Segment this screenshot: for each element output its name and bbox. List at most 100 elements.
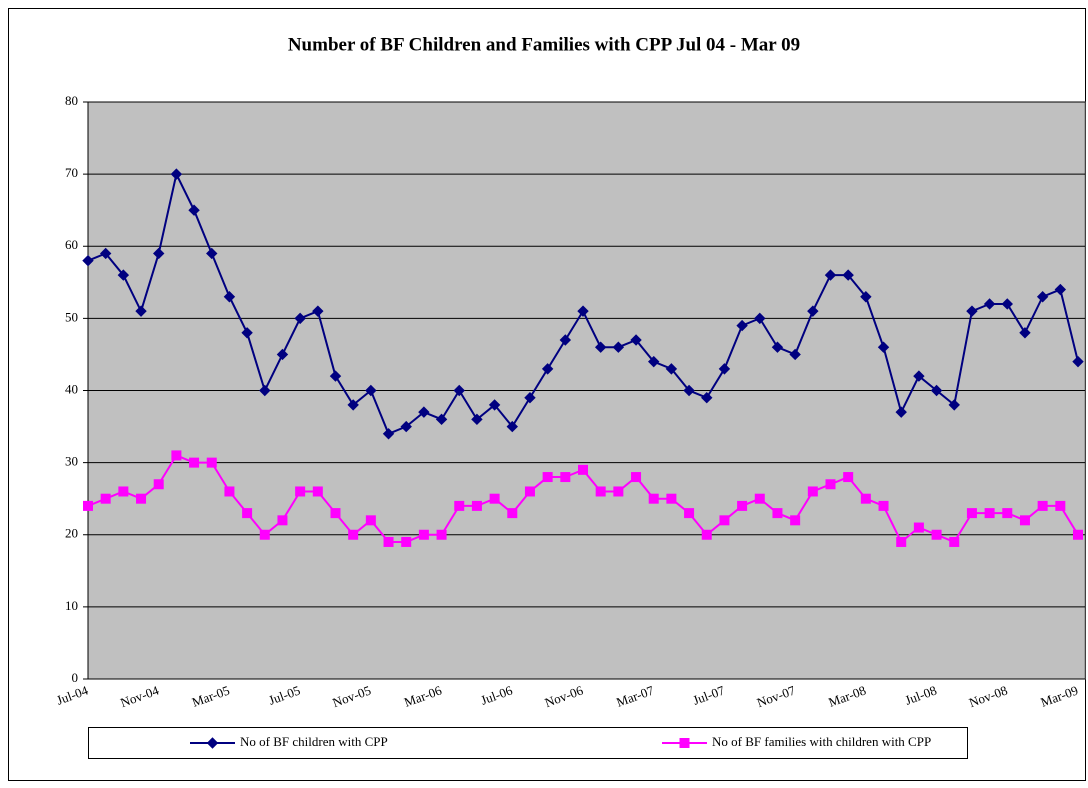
y-tick-label: 10: [65, 598, 78, 613]
data-point: [984, 508, 995, 519]
data-point: [524, 486, 535, 497]
data-point: [913, 370, 925, 382]
data-point: [418, 406, 430, 418]
data-point: [930, 384, 943, 397]
data-point: [807, 305, 819, 317]
data-point: [648, 493, 659, 504]
data-point: [99, 247, 112, 260]
data-point: [489, 493, 500, 504]
data-point: [895, 406, 907, 418]
data-point: [966, 305, 978, 317]
data-point: [824, 269, 837, 281]
data-point: [542, 472, 553, 483]
data-point: [789, 348, 801, 361]
data-point: [648, 355, 660, 368]
data-point: [259, 529, 270, 540]
data-point: [153, 479, 164, 490]
data-point: [436, 529, 447, 540]
data-point: [189, 457, 200, 468]
data-point: [83, 500, 93, 511]
y-tick-label: 80: [65, 93, 78, 108]
data-point: [684, 508, 695, 519]
y-tick-label: 30: [65, 454, 78, 469]
data-point: [454, 500, 465, 511]
data-point: [312, 305, 324, 317]
data-point: [896, 536, 907, 547]
data-point: [206, 457, 217, 468]
data-point: [206, 247, 218, 260]
data-point: [188, 204, 200, 216]
data-point: [737, 500, 748, 511]
data-point: [541, 363, 554, 375]
data-point: [594, 341, 607, 353]
data-point: [1055, 500, 1066, 511]
data-point: [223, 291, 236, 303]
chart-title: Number of BF Children and Families with …: [288, 34, 800, 55]
data-point: [948, 399, 960, 411]
data-point: [348, 529, 359, 540]
data-point: [807, 486, 818, 497]
data-point: [718, 363, 731, 375]
data-point: [383, 536, 394, 547]
data-point: [471, 413, 483, 426]
data-point: [754, 312, 766, 325]
data-point: [506, 420, 518, 433]
data-point: [1001, 298, 1013, 310]
data-point: [666, 493, 677, 504]
data-point: [1019, 327, 1031, 339]
data-point: [224, 486, 235, 497]
data-point: [1073, 529, 1083, 540]
data-point: [860, 493, 871, 504]
data-point: [471, 500, 482, 511]
data-point: [1002, 508, 1013, 519]
data-point: [295, 486, 306, 497]
data-point: [1037, 500, 1048, 511]
data-point: [1036, 291, 1049, 303]
data-point: [365, 384, 377, 397]
data-point: [118, 486, 129, 497]
data-point: [171, 450, 182, 461]
data-point: [966, 508, 977, 519]
data-point: [400, 420, 412, 433]
data-point: [630, 334, 642, 346]
data-point: [949, 536, 960, 547]
data-point: [931, 529, 942, 540]
data-point: [277, 515, 288, 526]
data-point: [913, 522, 924, 533]
data-point: [276, 348, 289, 361]
data-point: [242, 508, 253, 519]
y-tick-label: 50: [65, 309, 78, 324]
data-point: [754, 493, 765, 504]
data-point: [843, 472, 854, 483]
data-point: [772, 508, 783, 519]
data-point: [294, 312, 306, 325]
data-point: [347, 399, 359, 411]
data-point: [878, 500, 889, 511]
legend-marker: [206, 737, 219, 749]
data-point: [559, 334, 572, 346]
data-point: [1019, 515, 1030, 526]
data-point: [82, 254, 94, 267]
data-point: [382, 428, 395, 440]
data-point: [701, 529, 712, 540]
data-point: [1054, 283, 1067, 296]
data-point: [595, 486, 606, 497]
data-point: [983, 298, 996, 310]
data-point: [631, 472, 642, 483]
y-tick-label: 60: [65, 237, 78, 252]
y-tick-label: 0: [72, 670, 79, 685]
y-tick-label: 20: [65, 526, 78, 541]
data-point: [241, 327, 253, 339]
data-point: [683, 384, 695, 397]
data-point: [365, 515, 376, 526]
data-point: [577, 305, 589, 317]
data-point: [136, 493, 147, 504]
legend-marker: [679, 738, 690, 748]
data-point: [153, 247, 165, 260]
data-point: [170, 168, 183, 180]
data-point: [578, 464, 588, 475]
data-point: [1072, 355, 1084, 368]
data-point: [560, 472, 571, 483]
data-point: [860, 291, 872, 303]
data-point: [418, 529, 429, 540]
